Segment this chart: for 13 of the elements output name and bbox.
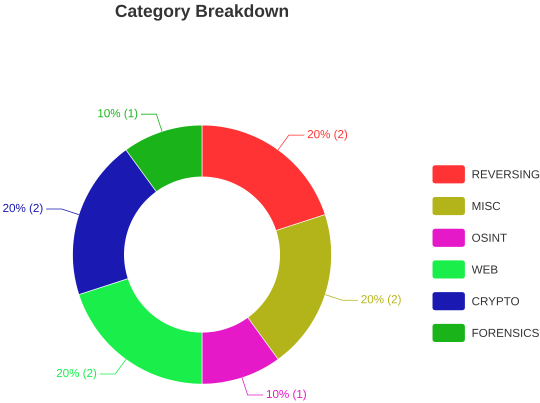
data-label: 20% (2) xyxy=(56,368,96,380)
data-label: 10% (1) xyxy=(266,390,306,400)
data-label: 20% (2) xyxy=(3,204,43,214)
data-label: 10% (1) xyxy=(98,108,138,120)
chart-title: Category Breakdown xyxy=(116,4,288,21)
legend-label: FORENSICS xyxy=(472,328,539,338)
legend-label: CRYPTO xyxy=(472,297,520,306)
legend-label: REVERSING xyxy=(472,170,540,178)
legend-label: WEB xyxy=(472,265,498,274)
data-label: 20% (2) xyxy=(361,294,401,306)
legend-label: OSINT xyxy=(472,234,507,242)
data-label: 20% (2) xyxy=(308,130,348,141)
legend-label: MISC xyxy=(472,202,500,210)
